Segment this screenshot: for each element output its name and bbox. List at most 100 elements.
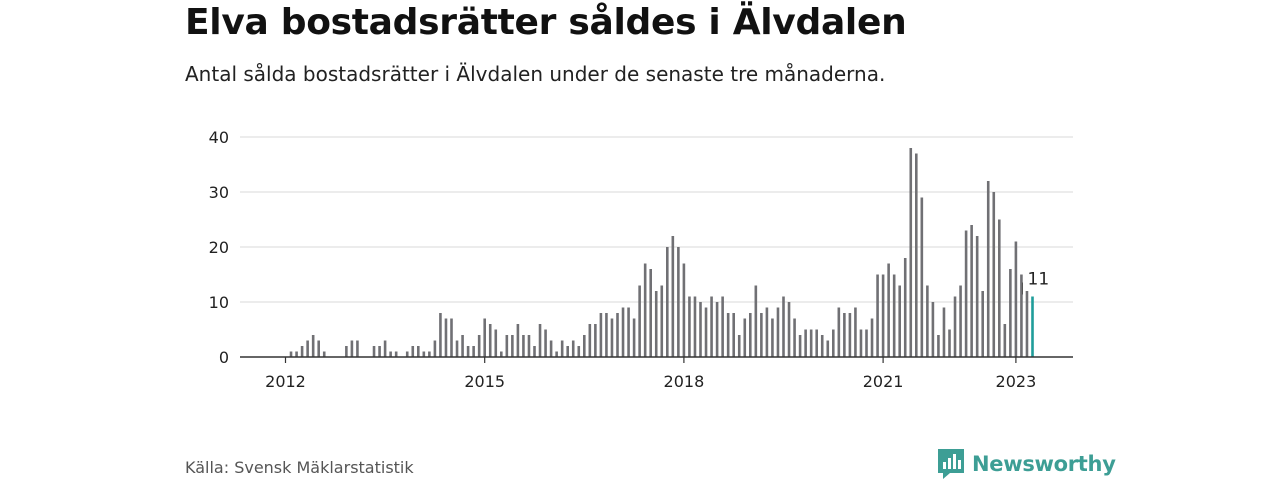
bar [859, 329, 863, 357]
bar [643, 263, 647, 357]
bar [649, 269, 652, 357]
y-tick-label: 0 [219, 348, 229, 367]
bar [682, 263, 686, 357]
axis-ticks: 0 10 20 30 40 2012 2015 2018 2021 2023 [209, 128, 1037, 391]
bar [1009, 269, 1012, 357]
bar [450, 318, 453, 357]
bar [311, 335, 315, 357]
bar [832, 329, 835, 357]
bar [555, 351, 558, 357]
newsworthy-logo-icon [938, 449, 964, 479]
bar [1020, 274, 1023, 357]
data-labels: 11 [1022, 270, 1049, 295]
bar [522, 335, 525, 357]
bar [289, 351, 293, 357]
bar [760, 313, 763, 357]
bar [317, 340, 320, 357]
bar [405, 351, 409, 357]
bar-highlight [1031, 296, 1034, 357]
bar [494, 329, 498, 357]
bar-chart: 0 10 20 30 40 2012 2015 2018 2021 2023 11 [209, 128, 1073, 391]
bar [964, 230, 968, 357]
bar [389, 351, 392, 357]
bar [793, 318, 796, 357]
bar [754, 285, 758, 357]
bar [616, 313, 619, 357]
chart-subtitle: Antal sålda bostadsrätter i Älvdalen und… [185, 62, 886, 86]
y-tick-label: 30 [209, 183, 229, 202]
bar [571, 340, 575, 357]
bar [909, 148, 913, 357]
bar [671, 236, 675, 357]
grid-lines [240, 136, 1073, 303]
bar [881, 274, 885, 357]
brand-name: Newsworthy [972, 452, 1116, 476]
bar [892, 274, 896, 357]
bar [533, 346, 536, 357]
bar [511, 335, 514, 357]
bar [660, 285, 664, 357]
bar [605, 313, 608, 357]
bar [466, 346, 470, 357]
bars [289, 148, 1034, 357]
bar [383, 340, 387, 357]
bar [726, 313, 730, 357]
bar [627, 307, 630, 357]
bar [300, 346, 304, 357]
bar [322, 351, 326, 357]
bar [865, 329, 868, 357]
bar [782, 296, 785, 357]
bar [439, 313, 442, 357]
bar [837, 307, 841, 357]
chart-title: Elva bostadsrätter såldes i Älvdalen [185, 2, 907, 43]
bar [804, 329, 807, 357]
bar [654, 291, 658, 357]
bar [931, 302, 935, 357]
bar [710, 296, 713, 357]
bar [505, 335, 509, 357]
x-tick-label: 2012 [265, 372, 306, 391]
bar [356, 340, 359, 357]
bar [677, 247, 680, 357]
bar [566, 346, 569, 357]
bar [527, 335, 531, 357]
bar [715, 302, 719, 357]
bar [704, 307, 708, 357]
bar [826, 340, 830, 357]
bar [594, 324, 597, 357]
bar [848, 313, 852, 357]
x-tick-label: 2021 [863, 372, 904, 391]
bar [411, 346, 415, 357]
bar [937, 335, 940, 357]
bar [422, 351, 426, 357]
bar [843, 313, 846, 357]
bar [765, 307, 769, 357]
bar [516, 324, 520, 357]
bar [903, 258, 907, 357]
bar [743, 318, 747, 357]
y-tick-label: 40 [209, 128, 229, 147]
bar [1003, 324, 1007, 357]
bar [350, 340, 354, 357]
bar [787, 302, 791, 357]
y-tick-label: 10 [209, 293, 229, 312]
bar [588, 324, 592, 357]
bar [455, 340, 459, 357]
bar [970, 225, 973, 357]
newsworthy-logo: Newsworthy [938, 449, 1116, 479]
bar [809, 329, 813, 357]
x-tick-label: 2015 [464, 372, 505, 391]
bar [986, 181, 990, 357]
bar [544, 329, 547, 357]
bar [638, 285, 641, 357]
bar [776, 307, 780, 357]
bar [583, 335, 586, 357]
bar [549, 340, 553, 357]
bar [699, 302, 702, 357]
bar [372, 346, 376, 357]
bar [854, 307, 857, 357]
bar [920, 197, 924, 357]
bar [461, 335, 464, 357]
bar [721, 296, 724, 357]
bar [477, 335, 481, 357]
